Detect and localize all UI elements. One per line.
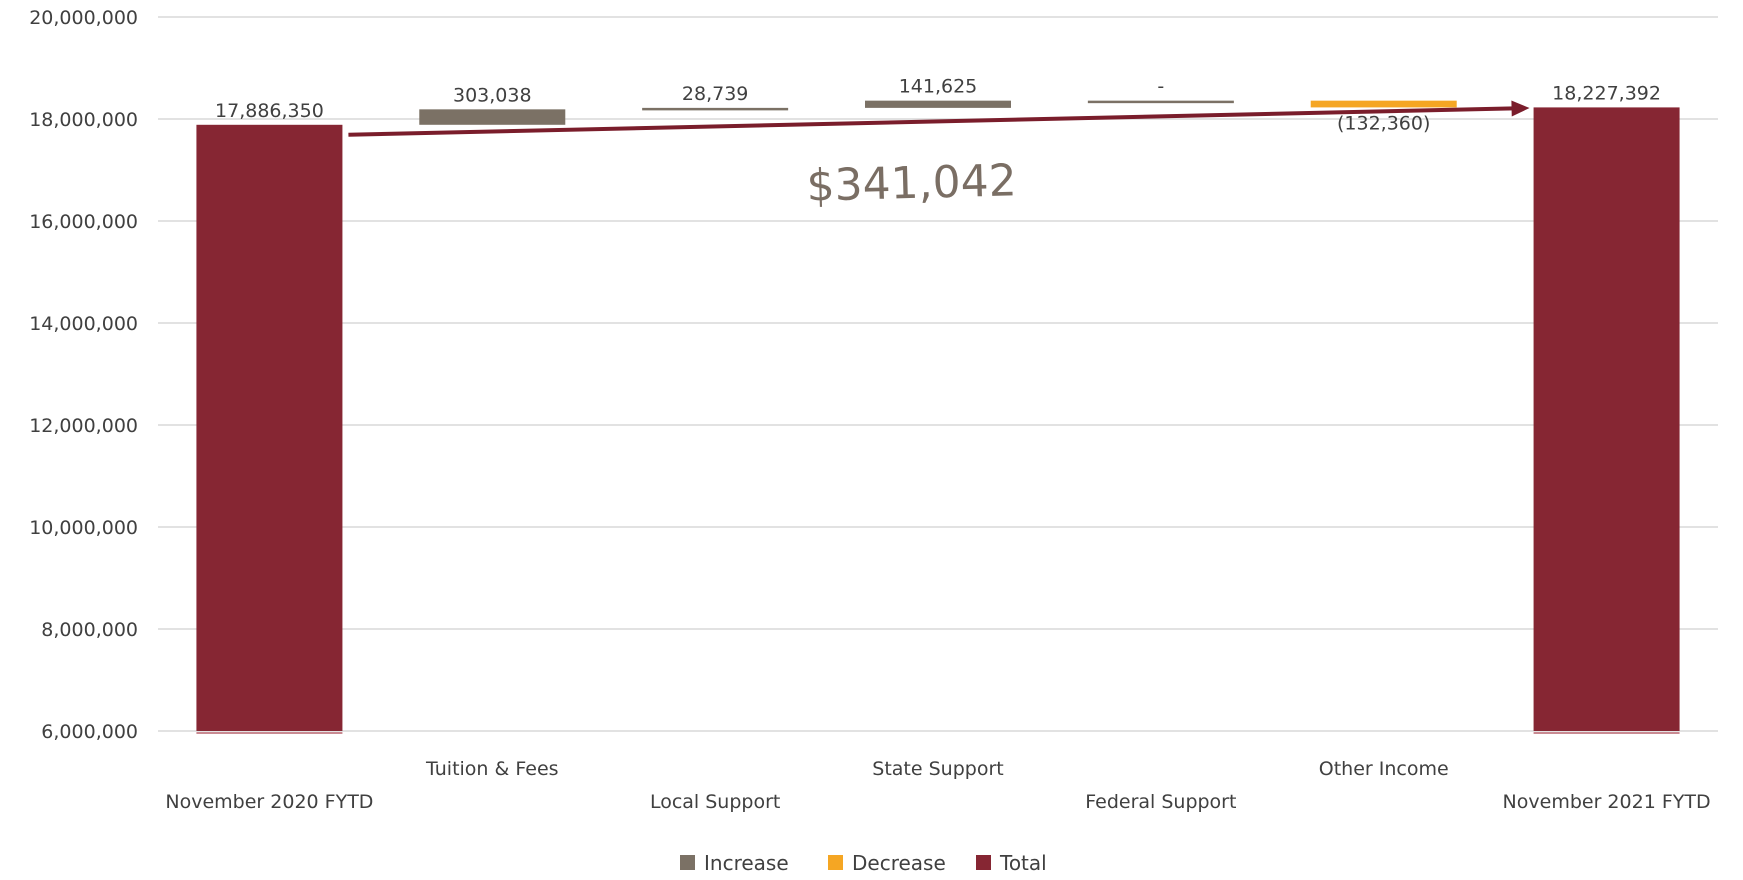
legend-swatch	[680, 855, 695, 870]
legend-item-increase: Increase	[680, 851, 789, 875]
data-label: -	[1157, 76, 1164, 98]
y-tick-label: 8,000,000	[41, 619, 138, 641]
data-labels-layer: 17,886,350 303,038 28,739 141,625 - (132,360)…	[215, 76, 1661, 135]
annotation-layer: $341,042	[348, 100, 1530, 212]
data-label: 303,038	[453, 84, 532, 106]
data-label: 17,886,350	[215, 100, 324, 122]
bars-layer	[196, 100, 1680, 734]
legend-label: Decrease	[852, 851, 946, 875]
bar-total	[196, 124, 343, 732]
y-tick-label: 6,000,000	[41, 721, 138, 743]
x-category-label: Tuition & Fees	[425, 758, 559, 780]
bar-total	[1533, 107, 1680, 731]
x-category-label: November 2020 FYTD	[165, 791, 373, 813]
y-tick-label: 12,000,000	[29, 415, 138, 437]
annotation-arrow-line	[348, 106, 1514, 137]
y-tick-label: 10,000,000	[29, 517, 138, 539]
y-axis: 6,000,000 8,000,000 10,000,000 12,000,000 14…	[29, 7, 138, 743]
x-category-label: State Support	[872, 758, 1003, 780]
x-category-label: Federal Support	[1085, 791, 1236, 813]
bar-increase	[419, 109, 566, 125]
data-label: (132,360)	[1337, 112, 1430, 134]
legend: Increase Decrease Total	[680, 851, 1047, 875]
bar-increase	[642, 107, 789, 111]
y-tick-label: 14,000,000	[29, 313, 138, 335]
x-category-label: Local Support	[650, 791, 780, 813]
x-category-label: Other Income	[1319, 758, 1449, 780]
y-tick-label: 16,000,000	[29, 211, 138, 233]
data-label: 28,739	[682, 83, 748, 105]
bar-increase	[865, 100, 1011, 108]
legend-item-total: Total	[976, 851, 1047, 875]
data-label: 141,625	[899, 76, 978, 98]
legend-label: Increase	[704, 851, 789, 875]
x-axis: November 2020 FYTD Tuition & Fees Local Su…	[165, 758, 1710, 813]
grid-layer	[158, 16, 1718, 732]
data-label: 18,227,392	[1552, 82, 1661, 104]
bar-decrease	[1310, 100, 1457, 108]
annotation-arrowhead	[1511, 100, 1530, 117]
y-tick-label: 18,000,000	[29, 109, 138, 131]
legend-item-decrease: Decrease	[828, 851, 946, 875]
legend-label: Total	[999, 851, 1047, 875]
y-tick-label: 20,000,000	[29, 7, 138, 29]
legend-swatch	[828, 855, 843, 870]
annotation-text: $341,042	[806, 155, 1017, 211]
bar-increase	[1087, 100, 1234, 104]
x-category-label: November 2021 FYTD	[1503, 791, 1711, 813]
legend-swatch	[976, 855, 991, 870]
